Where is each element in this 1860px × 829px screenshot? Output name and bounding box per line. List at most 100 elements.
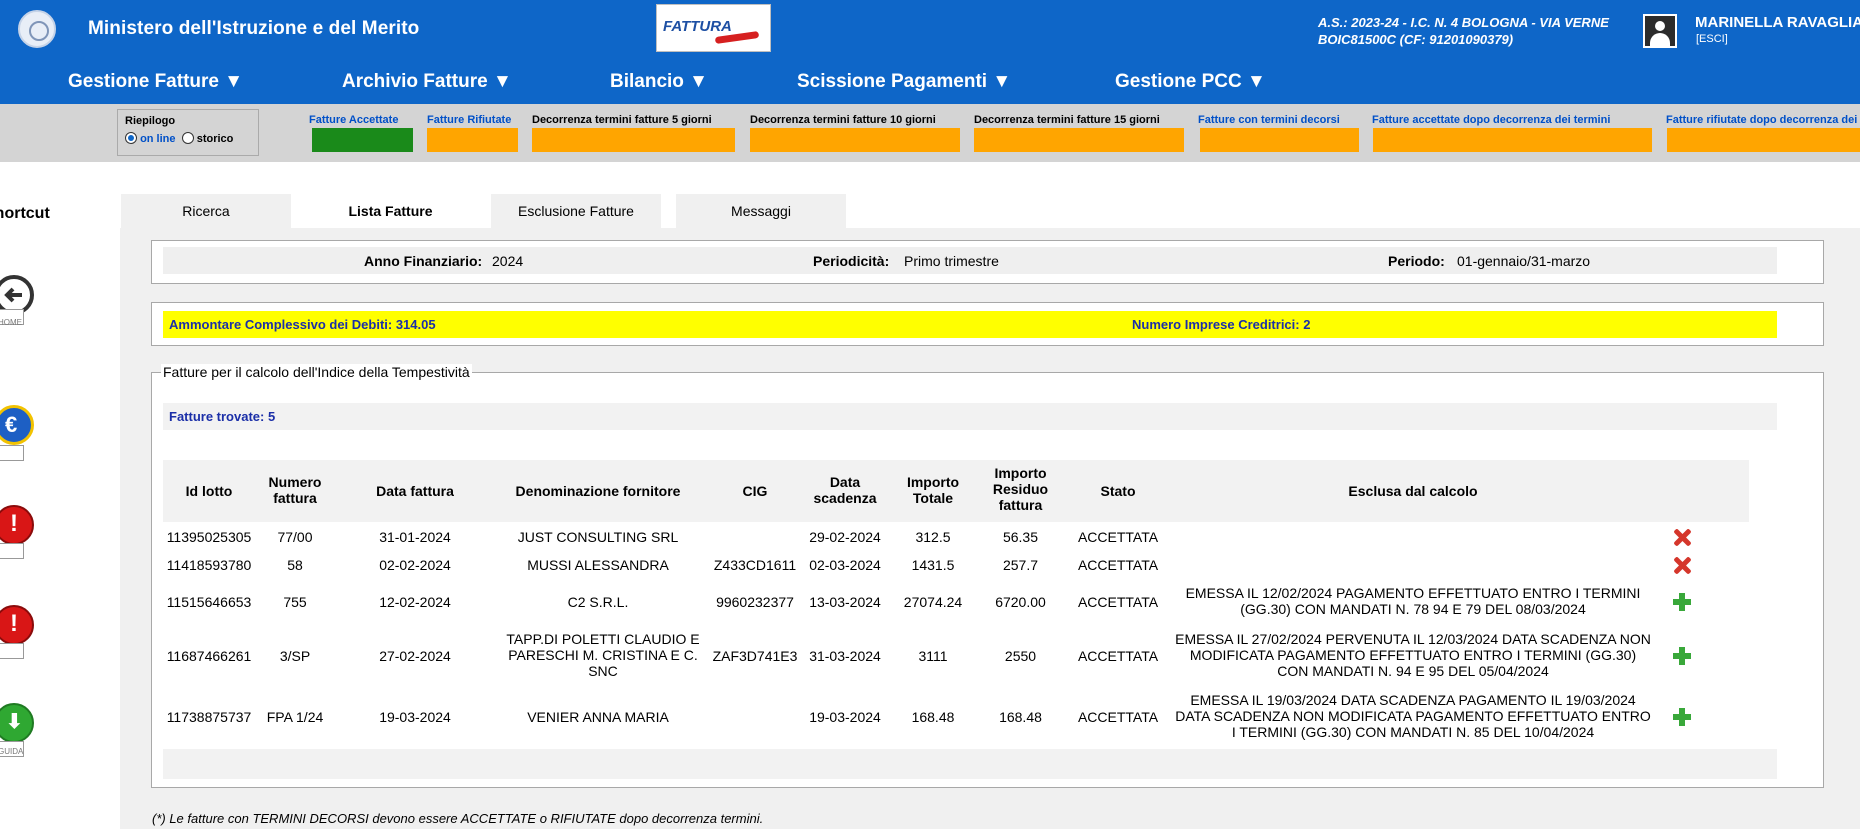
invoices-fieldset [151,372,1824,788]
school-code-line: BOIC81500C (CF: 91201090379) [1318,32,1514,47]
shortcut-guida[interactable]: ⬇ GUIDA [0,703,40,763]
shortcut-euro[interactable]: € [0,405,40,465]
indicator-label-10-giorni[interactable]: Decorrenza termini fatture 10 giorni [750,114,936,126]
indicator-label-rifiutate-dopo[interactable]: Fatture rifiutate dopo decorrenza dei te… [1666,114,1860,126]
indicator-label-accettate[interactable]: Fatture Accettate [309,114,399,126]
th-data-scadenza: Data scadenza [813,474,877,506]
republic-emblem-icon [18,10,56,48]
cell-data-fattura: 27-02-2024 [379,648,451,664]
shortcut-alert-2[interactable]: ! [0,605,40,665]
indicator-bar-rifiutate[interactable] [427,128,518,152]
logout-link[interactable]: [ESCI] [1696,33,1728,45]
th-numero-fattura: Numero fattura [268,474,322,506]
footnote: (*) Le fatture con TERMINI DECORSI devon… [152,811,764,826]
imprese-count: Numero Imprese Creditrici: 2 [1132,317,1311,332]
top-header: Ministero dell'Istruzione e del Merito F… [0,0,1860,104]
indicator-bar-accettate-dopo[interactable] [1373,128,1652,152]
table-header [163,460,1749,522]
alert-icon: ! [0,505,34,545]
cell-esclusa: EMESSA IL 27/02/2024 PERVENUTA IL 12/03/… [1175,631,1651,679]
school-year-line: A.S.: 2023-24 - I.C. N. 4 BOLOGNA - VIA … [1318,15,1609,30]
cell-numero-fattura: 3/SP [279,648,311,664]
cell-cig: ZAF3D741E3 [712,648,798,664]
shortcut-alert-1[interactable]: ! [0,505,40,565]
storico-radio[interactable] [181,132,194,144]
online-label[interactable]: on line [140,133,176,145]
tab-esclusione-fatture[interactable]: Esclusione Fatture [491,194,661,228]
cell-importo-totale: 1431.5 [911,557,955,573]
cell-data-scadenza: 02-03-2024 [809,557,881,573]
indicator-bar-accettate[interactable] [312,128,413,152]
summary-highlight: Ammontare Complessivo dei Debiti: 314.05… [163,311,1777,338]
cell-importo-residuo: 2550 [1004,648,1037,664]
riepilogo-title: Riepilogo [125,115,176,127]
filters-row: Anno Finanziario: 2024 Periodicità: Prim… [163,247,1777,274]
periodo-value: 01-gennaio/31-marzo [1457,253,1591,269]
user-avatar-icon [1643,14,1677,48]
cell-data-fattura: 31-01-2024 [379,529,451,545]
shortcut-home-caption: HOME [0,318,22,327]
cell-id-lotto: 11515646653 [166,594,252,610]
cell-fornitore: C2 S.R.L. [567,594,629,610]
nav-scissione-pagamenti[interactable]: Scissione Pagamenti ▼ [797,71,1012,92]
cell-numero-fattura: 58 [287,557,303,573]
add-exclusion-icon[interactable] [1673,593,1691,611]
cell-data-fattura: 12-02-2024 [379,594,451,610]
home-back-icon [0,275,34,315]
cell-esclusa: EMESSA IL 12/02/2024 PAGAMENTO EFFETTUAT… [1185,585,1641,617]
user-name: MARINELLA RAVAGLIA [1695,14,1860,31]
cell-numero-fattura: FPA 1/24 [266,709,324,725]
cell-data-scadenza: 29-02-2024 [809,529,881,545]
cell-esclusa: EMESSA IL 19/03/2024 DATA SCADENZA PAGAM… [1175,692,1651,740]
indicator-label-accettate-dopo[interactable]: Fatture accettate dopo decorrenza dei te… [1372,114,1611,126]
indicator-label-rifiutate[interactable]: Fatture Rifiutate [427,114,512,126]
indicator-label-15-giorni[interactable]: Decorrenza termini fatture 15 giorni [974,114,1160,126]
storico-label[interactable]: storico [196,133,234,145]
anno-label: Anno Finanziario: [364,253,483,269]
fattura-pa-logo[interactable]: FATTURA [656,4,771,52]
ministry-title: Ministero dell'Istruzione e del Merito [88,18,420,39]
tab-ricerca[interactable]: Ricerca [121,194,291,228]
indicator-bar-5-giorni[interactable] [532,128,735,152]
cell-stato: ACCETTATA [1077,648,1159,664]
cell-stato: ACCETTATA [1077,557,1159,573]
remove-exclusion-icon[interactable] [1673,556,1691,574]
school-info: A.S.: 2023-24 - I.C. N. 4 BOLOGNA - VIA … [1318,14,1609,48]
shortcut-home[interactable]: HOME [0,275,40,335]
indicator-bar-15-giorni[interactable] [974,128,1184,152]
online-radio[interactable] [125,132,137,144]
indicator-bar-rifiutate-dopo[interactable] [1667,128,1860,152]
cell-importo-totale: 3111 [918,648,948,664]
cell-cig: 9960232377 [716,594,794,610]
th-cig: CIG [742,483,768,499]
cell-numero-fattura: 755 [283,594,307,610]
fieldset-legend: Fatture per il calcolo dell'Indice della… [161,364,472,380]
cell-data-scadenza: 19-03-2024 [809,709,881,725]
cell-importo-residuo: 257.7 [1002,557,1039,573]
tab-messaggi[interactable]: Messaggi [676,194,846,228]
nav-gestione-pcc[interactable]: Gestione PCC ▼ [1115,71,1266,92]
debiti-total: Ammontare Complessivo dei Debiti: 314.05 [169,317,436,332]
shortcut-title: Shortcut [0,205,50,222]
th-importo-residuo: Importo Residuo fattura [992,465,1049,513]
found-count: Fatture trovate: 5 [169,409,276,424]
add-exclusion-icon[interactable] [1673,647,1691,665]
indicator-bar-10-giorni[interactable] [750,128,960,152]
nav-gestione-fatture[interactable]: Gestione Fatture ▼ [68,71,244,92]
shortcut-guida-caption: GUIDA [0,747,24,756]
cell-id-lotto: 11738875737 [166,709,252,725]
cell-stato: ACCETTATA [1077,709,1159,725]
tab-lista-fatture[interactable]: Lista Fatture [306,194,475,229]
cell-data-scadenza: 13-03-2024 [809,594,881,610]
nav-bilancio[interactable]: Bilancio ▼ [610,71,708,92]
nav-archivio-fatture[interactable]: Archivio Fatture ▼ [342,71,512,92]
indicator-label-5-giorni[interactable]: Decorrenza termini fatture 5 giorni [532,114,712,126]
add-exclusion-icon[interactable] [1673,708,1691,726]
remove-exclusion-icon[interactable] [1673,528,1691,546]
fattura-logo-text: FATTURA [663,18,732,35]
indicator-bar-termini-decorsi[interactable] [1200,128,1359,152]
found-count-bar: Fatture trovate: 5 [163,403,1777,430]
indicator-label-termini-decorsi[interactable]: Fatture con termini decorsi [1198,114,1340,126]
cell-importo-totale: 27074.24 [903,594,963,610]
anno-value: 2024 [492,253,524,269]
